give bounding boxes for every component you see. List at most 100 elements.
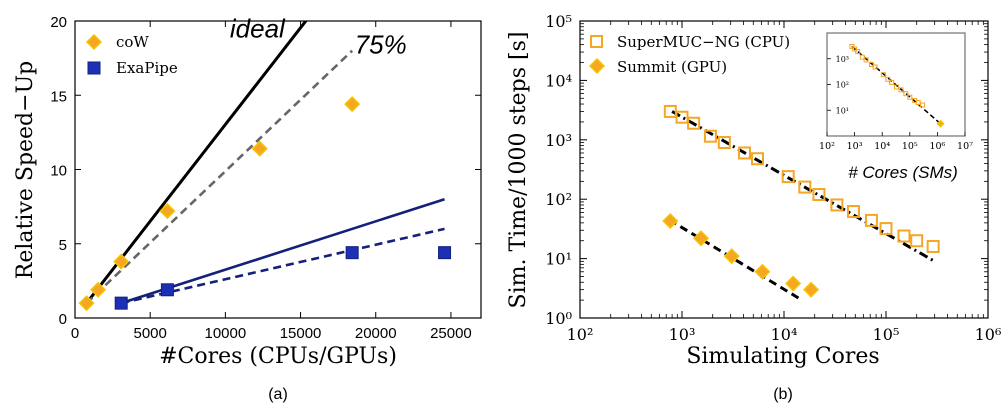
cow-point: [113, 253, 130, 270]
inset-point: [880, 72, 886, 78]
chart-a-xlabel: #Cores (CPUs/GPUs): [159, 344, 397, 369]
inset-xtick-label: 10⁶: [929, 141, 945, 152]
legend-label-cow: coW: [116, 33, 149, 51]
legend-marker-summit: [588, 57, 606, 75]
chart-b-ytick-label: 10⁵: [545, 12, 572, 31]
inset-xtick-label: 10⁷: [957, 141, 973, 152]
inset-ytick-label: 10³: [836, 55, 849, 64]
chart-a-trend-line-0: [85, 21, 308, 305]
inset-ytick-label: 10¹: [836, 106, 849, 115]
cow-point: [78, 295, 95, 312]
exapipe-point: [114, 296, 128, 310]
inset-point: [859, 54, 865, 60]
chart-a-xtick-label: 10000: [205, 325, 247, 342]
legend-label-supermuc: SuperMUC−NG (CPU): [617, 33, 790, 51]
chart-a: 0 5000 10000 15000 20000 25000 0 5 10 15 20 #Cores…: [13, 13, 482, 403]
summit-point: [692, 230, 710, 247]
chart-b-xlabel: Simulating Cores: [686, 344, 879, 369]
inset-xtick-label: 10⁵: [902, 141, 918, 152]
chart-b-ytick-label: 10⁴: [545, 71, 572, 90]
inset-point: [889, 79, 895, 85]
supermuc-point: [830, 198, 844, 212]
legend-marker-exapipe: [87, 61, 101, 75]
inset-point: [885, 76, 891, 82]
inset-xtick-label: 10⁴: [874, 141, 890, 152]
cow-point: [90, 281, 107, 298]
inset-point: [894, 84, 900, 90]
inset-point: [903, 91, 909, 97]
inset-point: [898, 87, 904, 93]
inset-xlabel: # Cores (SMs): [848, 163, 958, 182]
supermuc-point: [738, 146, 752, 160]
chart-b-legend: SuperMUC−NG (CPU) Summit (GPU): [588, 33, 790, 76]
chart-a-legend: coW ExaPipe: [85, 33, 178, 77]
inset-xtick-label: 10²: [819, 141, 835, 152]
chart-b-ytick-label: 10⁰: [545, 309, 572, 328]
supermuc-point: [864, 213, 878, 227]
legend-label-exapipe: ExaPipe: [116, 59, 178, 77]
chart-a-xtick-label: 0: [71, 325, 79, 342]
chart-b-ytick-label: 10¹: [545, 250, 572, 269]
inset-gpu-point: [936, 119, 945, 128]
inset-point: [855, 49, 861, 55]
chart-b: 10² 10³ 10⁴ 10⁵ 10⁶ 10⁰ 10¹ 10² 10³ 10⁴ 10⁵ Simula…: [506, 12, 1001, 403]
chart-a-xtick-label: 15000: [280, 325, 322, 342]
chart-a-ytick-label: 0: [59, 311, 67, 328]
summit-point: [662, 212, 679, 230]
inset-point: [863, 57, 869, 63]
chart-a-ytick-label: 10: [50, 163, 67, 180]
chart-b-xtick-label: 10³: [669, 325, 696, 344]
chart-a-trend-line-3: [120, 227, 445, 305]
chart-b-xtick-label: 10⁶: [975, 325, 1002, 344]
chart-a-xtick-label: 20000: [355, 325, 397, 342]
chart-a-ytick-label: 20: [50, 14, 67, 31]
chart-a-trend-line-2: [120, 197, 445, 305]
chart-b-ytick-label: 10³: [545, 131, 572, 150]
chart-a-panel-label: (a): [268, 386, 288, 403]
legend-label-summit: Summit (GPU): [617, 58, 727, 76]
supermuc-point: [879, 222, 893, 236]
supermuc-point: [717, 136, 731, 150]
exapipe-point: [160, 283, 174, 297]
supermuc-point: [703, 129, 717, 143]
supermuc-point: [781, 170, 795, 184]
supermuc-point: [910, 234, 924, 248]
inset-point: [872, 64, 878, 70]
summit-point: [754, 263, 771, 280]
chart-b-panel-label: (b): [773, 386, 793, 403]
chart-b-ylabel: Sim. Time/1000 steps [s]: [506, 32, 531, 309]
supermuc-point: [751, 152, 765, 166]
chart-b-xtick-label: 10⁴: [771, 325, 798, 344]
chart-b-xtick-label: 10⁵: [873, 325, 900, 344]
summit-point: [803, 281, 820, 298]
chart-a-xtick-label: 25000: [430, 325, 472, 342]
inset-point: [907, 94, 913, 100]
chart-a-xtick-label: 5000: [133, 325, 166, 342]
exapipe-point: [438, 246, 452, 260]
chart-a-trend-line-1: [85, 49, 354, 305]
inset-chart: 10² 10³ 10⁴ 10⁵ 10⁶ 10⁷ 10¹ 10² 10³ # Cores (SMs…: [819, 32, 973, 182]
cow-point: [159, 203, 176, 220]
inset-point: [920, 102, 926, 108]
annotation-75-percent: 75%: [355, 30, 407, 60]
legend-marker-supermuc: [590, 35, 603, 48]
supermuc-point: [926, 239, 940, 253]
inset-ytick-label: 10²: [836, 81, 849, 90]
supermuc-point: [846, 205, 860, 219]
chart-a-ytick-label: 5: [59, 237, 67, 254]
exapipe-point: [345, 246, 359, 260]
summit-point: [785, 275, 802, 292]
chart-a-ylabel: Relative Speed−Up: [13, 61, 38, 279]
supermuc-point: [798, 180, 812, 194]
cow-point: [251, 140, 268, 157]
chart-b-xtick-label: 10²: [567, 325, 594, 344]
inset-xtick-label: 10³: [847, 141, 863, 152]
cow-point: [344, 96, 361, 113]
inset-point: [852, 46, 858, 52]
summit-point: [723, 248, 740, 265]
legend-marker-cow: [85, 33, 103, 51]
chart-b-ytick-label: 10²: [545, 190, 572, 209]
annotation-ideal: ideal: [230, 13, 286, 43]
supermuc-point: [687, 116, 701, 130]
